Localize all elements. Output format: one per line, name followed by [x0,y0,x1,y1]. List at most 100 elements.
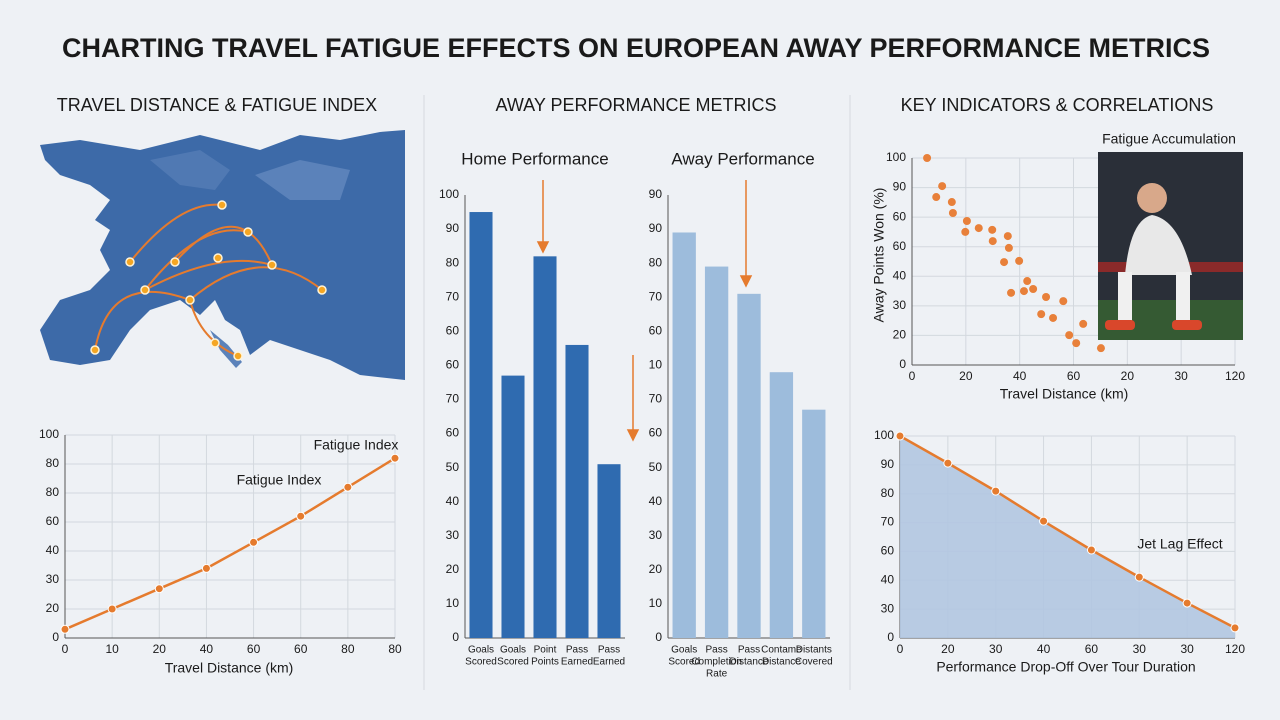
y-tick-label: 40 [446,494,460,508]
bar [737,293,761,638]
x-axis-label: Travel Distance (km) [1000,386,1129,402]
bar [533,256,557,638]
point [947,198,956,207]
point [390,453,400,463]
annotation: Fatigue Index [237,472,322,488]
x-tick-label: Points [531,657,559,668]
europe-map [40,130,405,380]
y-tick-label: 80 [46,456,60,470]
x-tick-label: Goals [671,645,697,656]
y-tick-label: 70 [649,392,663,406]
y-tick-label: 60 [446,358,460,372]
y-tick-label: 10 [649,596,663,610]
point [961,227,970,236]
point [895,431,905,441]
bar [802,409,826,638]
y-tick-label: 60 [446,426,460,440]
y-tick-label: 100 [39,427,59,441]
line [64,457,396,631]
bar [501,375,525,638]
y-tick-label: 100 [439,187,459,201]
x-tick-label: 60 [247,642,261,656]
x-tick-label: 10 [105,642,119,656]
point [1015,256,1024,265]
x-tick-label: Distance [730,657,769,668]
point [296,511,306,521]
y-tick-label: 0 [887,630,894,644]
x-tick-label: Rate [706,669,728,680]
y-tick-label: 0 [899,357,906,371]
x-tick-label: 0 [62,642,69,656]
x-tick-label: Scored [668,657,700,668]
x-axis-label: Performance Drop-Off Over Tour Duration [936,659,1195,675]
x-tick-label: Pass [705,645,727,656]
point [948,209,957,218]
chart-subtitle: Away Performance [671,149,814,168]
point [1019,287,1028,296]
point [1079,319,1088,328]
point [988,237,997,246]
x-tick-label: Goals [468,645,494,656]
page-title: CHARTING TRAVEL FATIGUE EFFECTS ON EUROP… [62,33,1210,63]
point [1042,292,1051,301]
x-tick-label: Completion [691,657,742,668]
point [1037,310,1046,319]
point [938,182,947,191]
point [943,458,953,468]
y-tick-label: 0 [655,630,662,644]
point [1065,331,1074,340]
x-axis-label: Travel Distance (km) [165,660,294,676]
point [60,624,70,634]
point [1049,313,1058,322]
y-tick-label: 20 [46,601,60,615]
point [107,604,117,614]
point [962,216,971,225]
y-tick-label: 80 [881,486,895,500]
x-tick-label: 30 [1180,642,1194,656]
x-tick-label: 60 [294,642,308,656]
x-tick-label: 60 [1067,369,1081,383]
y-tick-label: 30 [893,298,907,312]
annotation: Fatigue Index [314,437,399,453]
photo-head [1137,183,1167,213]
x-tick-label: 80 [388,642,402,656]
point [991,486,1001,496]
y-tick-label: 40 [649,494,663,508]
y-tick-label: 90 [446,221,460,235]
y-tick-label: 60 [893,209,907,223]
x-tick-label: Pass [738,645,760,656]
x-tick-label: Pass [598,645,620,656]
x-tick-label: 20 [959,369,973,383]
x-tick-label: 30 [989,642,1003,656]
y-tick-label: 90 [649,221,663,235]
y-tick-label: 10 [649,358,663,372]
y-tick-label: 100 [886,150,906,164]
y-tick-label: 70 [446,289,460,303]
y-tick-label: 20 [649,562,663,576]
photo-shoe [1172,320,1202,330]
x-tick-label: 20 [941,642,955,656]
y-tick-label: 60 [46,514,60,528]
bar [565,344,589,638]
point [1134,572,1144,582]
x-tick-label: Goals [500,645,526,656]
x-tick-label: Pass [566,645,588,656]
y-tick-label: 30 [881,601,895,615]
y-tick-label: 90 [893,180,907,194]
point [1059,297,1068,306]
y-tick-label: 50 [649,460,663,474]
photo-shoe [1105,320,1135,330]
x-tick-label: 30 [1174,369,1188,383]
y-tick-label: 0 [452,630,459,644]
y-tick-label: 40 [881,572,895,586]
line [899,434,1236,630]
y-tick-label: 60 [893,239,907,253]
y-tick-label: 20 [446,562,460,576]
x-tick-label: 120 [1225,642,1245,656]
point [1072,339,1081,348]
bar [597,464,621,638]
annotation: Jet Lag Effect [1137,536,1222,552]
photo-leg [1118,272,1132,322]
section-heading: TRAVEL DISTANCE & FATIGUE INDEX [57,95,377,115]
